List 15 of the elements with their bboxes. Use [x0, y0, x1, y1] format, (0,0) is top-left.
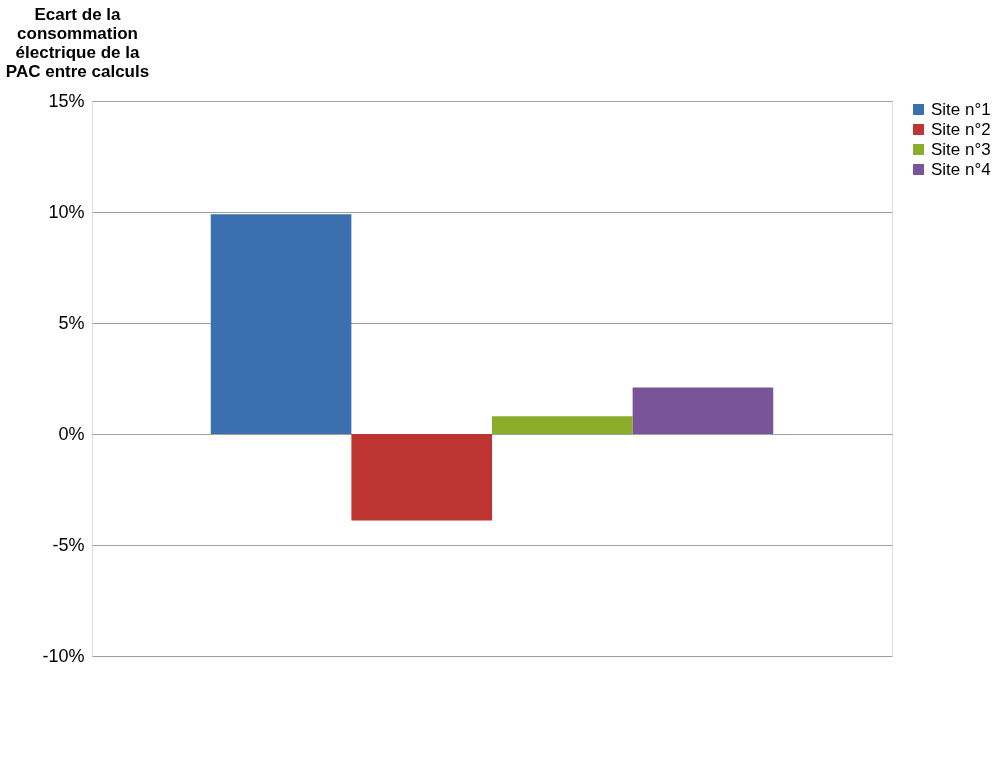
bar — [632, 387, 774, 434]
legend-label: Site n°2 — [931, 119, 991, 139]
y-tick-label: 10% — [48, 201, 85, 222]
legend-label: Site n°1 — [931, 99, 991, 119]
bar — [210, 214, 352, 434]
y-axis-title: Ecart de la consommation électrique de la PAC entre calculs — [5, 4, 150, 81]
y-tick-label: 15% — [48, 90, 85, 111]
legend-label: Site n°4 — [931, 159, 991, 179]
y-tick-label: -10% — [42, 645, 85, 666]
bar — [351, 434, 492, 521]
y-tick-label: -5% — [52, 534, 85, 555]
legend-label: Site n°3 — [931, 139, 991, 159]
y-tick-label: 5% — [58, 312, 85, 333]
bar — [492, 416, 633, 434]
y-tick-label: 0% — [58, 423, 85, 444]
